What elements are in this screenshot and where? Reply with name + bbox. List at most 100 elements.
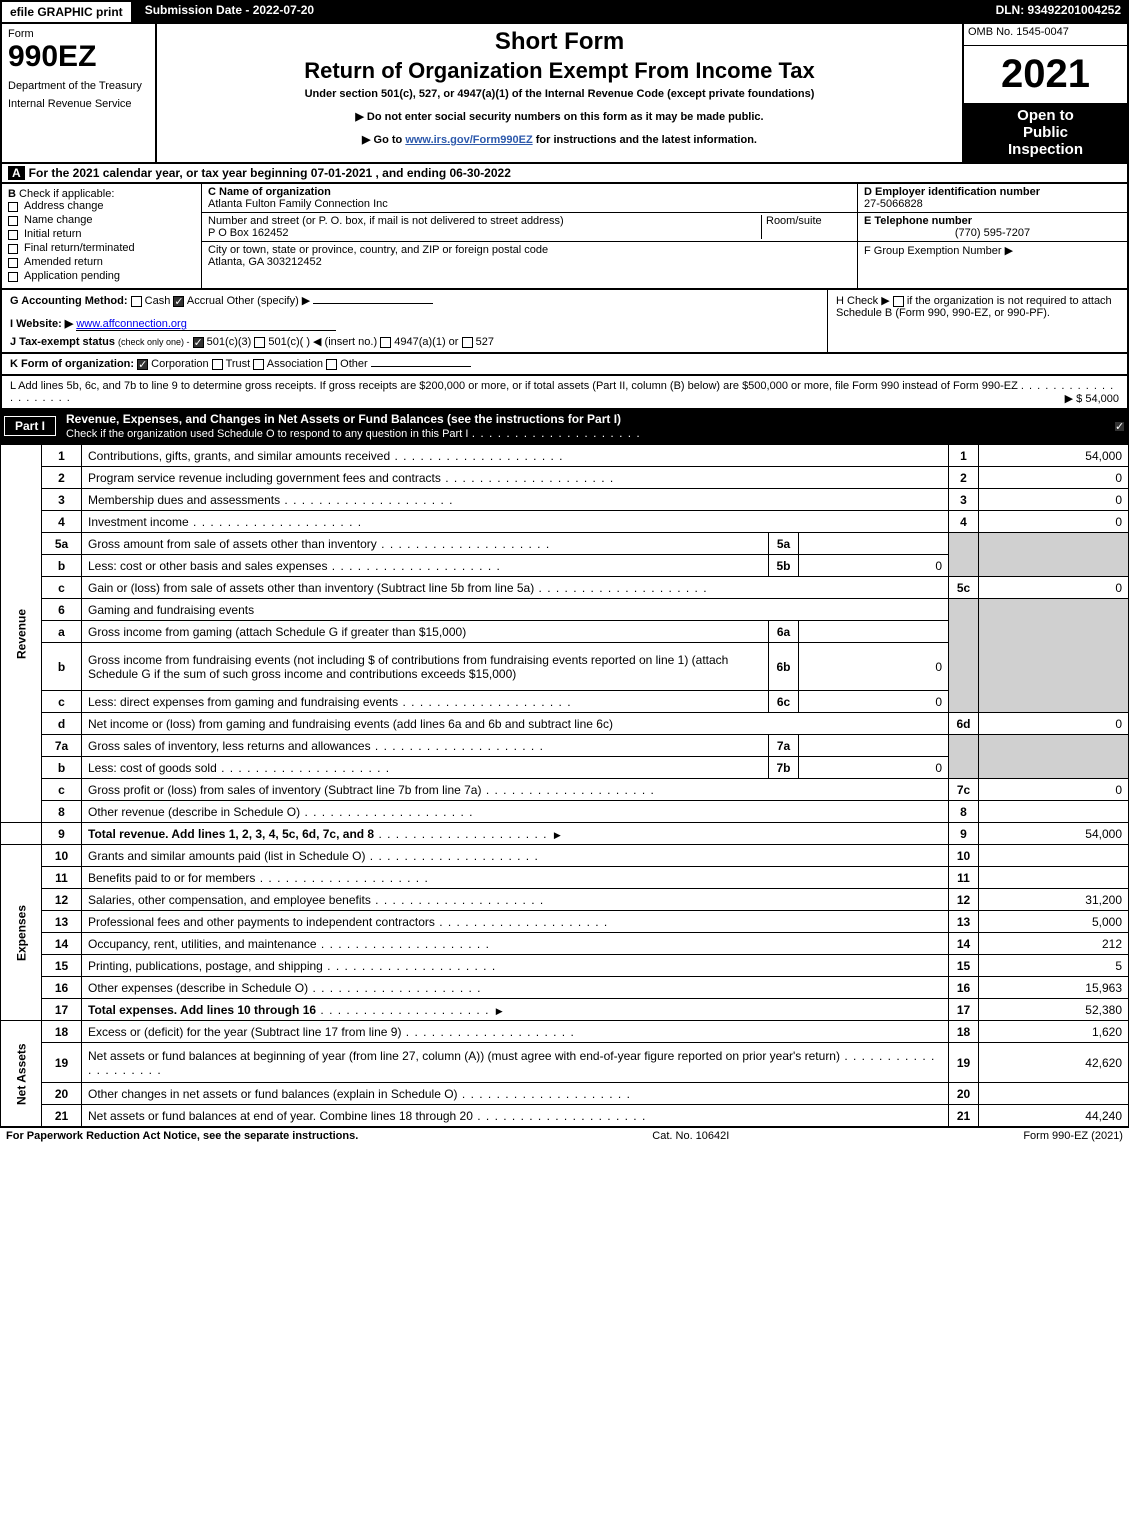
street-label: Number and street (or P. O. box, if mail… [208, 215, 761, 227]
ln-16: 16 [42, 977, 82, 999]
chk-cash[interactable] [131, 296, 142, 307]
opt-application-pending: Application pending [24, 270, 120, 282]
ln-8: 8 [42, 801, 82, 823]
title-return: Return of Organization Exempt From Incom… [165, 58, 954, 84]
submission-date: Submission Date - 2022-07-20 [133, 0, 326, 24]
f-group-label: F Group Exemption Number ▶ [864, 245, 1013, 257]
row-k: K Form of organization: Corporation Trus… [0, 354, 1129, 376]
j-sub: (check only one) - [118, 337, 190, 347]
table-row: 2Program service revenue including gover… [1, 467, 1129, 489]
ln-7c: c [42, 779, 82, 801]
efile-label[interactable]: efile GRAPHIC print [0, 0, 133, 24]
opt-name-change: Name change [24, 214, 93, 226]
num-17: 17 [949, 999, 979, 1021]
chk-address-change[interactable] [8, 202, 18, 212]
num-19: 19 [949, 1043, 979, 1083]
d-2: Program service revenue including govern… [88, 471, 441, 485]
d-6c: Less: direct expenses from gaming and fu… [88, 695, 398, 709]
table-row: 11Benefits paid to or for members11 [1, 867, 1129, 889]
other-org-input[interactable] [371, 366, 471, 367]
table-row: 20Other changes in net assets or fund ba… [1, 1083, 1129, 1105]
num-16: 16 [949, 977, 979, 999]
num-15: 15 [949, 955, 979, 977]
table-row: Net Assets 18Excess or (deficit) for the… [1, 1021, 1129, 1043]
d-12: Salaries, other compensation, and employ… [88, 893, 371, 907]
section-c: C Name of organization Atlanta Fulton Fa… [202, 184, 857, 288]
table-row: 21Net assets or fund balances at end of … [1, 1105, 1129, 1127]
table-row: 13Professional fees and other payments t… [1, 911, 1129, 933]
chk-4947[interactable] [380, 337, 391, 348]
l-value: ▶ $ 54,000 [1065, 392, 1119, 405]
shade-6 [949, 599, 979, 713]
chk-527[interactable] [462, 337, 473, 348]
dept-irs: Internal Revenue Service [8, 98, 149, 110]
chk-other-org[interactable] [326, 359, 337, 370]
chk-trust[interactable] [212, 359, 223, 370]
chk-501c3[interactable] [193, 337, 204, 348]
chk-final-return[interactable] [8, 244, 18, 254]
d-14: Occupancy, rent, utilities, and maintena… [88, 937, 317, 951]
opt-accrual: Accrual [187, 295, 224, 307]
d-9: Total revenue. Add lines 1, 2, 3, 4, 5c,… [88, 827, 374, 841]
num-3: 3 [949, 489, 979, 511]
chk-application-pending[interactable] [8, 272, 18, 282]
website-link[interactable]: www.affconnection.org [76, 318, 186, 330]
d-4: Investment income [88, 515, 189, 529]
amt-17: 52,380 [979, 999, 1129, 1021]
header-center: Short Form Return of Organization Exempt… [157, 24, 962, 162]
irs-link[interactable]: www.irs.gov/Form990EZ [405, 134, 532, 146]
sub-6c: 6c [769, 691, 799, 713]
header-right: OMB No. 1545-0047 2021 Open to Public In… [962, 24, 1127, 162]
chk-schedule-b[interactable] [893, 296, 904, 307]
row-gh: G Accounting Method: Cash Accrual Other … [0, 290, 1129, 354]
table-row: 3Membership dues and assessments30 [1, 489, 1129, 511]
d-19: Net assets or fund balances at beginning… [88, 1049, 840, 1063]
chk-501c[interactable] [254, 337, 265, 348]
chk-corporation[interactable] [137, 359, 148, 370]
d-1: Contributions, gifts, grants, and simila… [88, 449, 390, 463]
form-header: Form 990EZ Department of the Treasury In… [0, 24, 1129, 164]
amt-20 [979, 1083, 1129, 1105]
d-7b: Less: cost of goods sold [88, 761, 217, 775]
num-10: 10 [949, 845, 979, 867]
other-specify-input[interactable] [313, 303, 433, 304]
amt-4: 0 [979, 511, 1129, 533]
part1-table: Revenue 1Contributions, gifts, grants, a… [0, 444, 1129, 1127]
header-subtitle: Under section 501(c), 527, or 4947(a)(1)… [165, 88, 954, 100]
header-left: Form 990EZ Department of the Treasury In… [2, 24, 157, 162]
ln-6d: d [42, 713, 82, 735]
block-bcdef: B Check if applicable: Address change Na… [0, 184, 1129, 290]
opt-trust: Trust [226, 358, 251, 370]
chk-initial-return[interactable] [8, 230, 18, 240]
chk-association[interactable] [253, 359, 264, 370]
num-21: 21 [949, 1105, 979, 1127]
phone-value: (770) 595-7207 [864, 227, 1121, 239]
d-8: Other revenue (describe in Schedule O) [88, 805, 300, 819]
chk-schedule-o[interactable] [1114, 421, 1125, 432]
table-row: 4Investment income40 [1, 511, 1129, 533]
d-3: Membership dues and assessments [88, 493, 280, 507]
num-18: 18 [949, 1021, 979, 1043]
chk-name-change[interactable] [8, 216, 18, 226]
num-20: 20 [949, 1083, 979, 1105]
ln-4: 4 [42, 511, 82, 533]
side-netassets: Net Assets [1, 1021, 42, 1127]
table-row: 19 Net assets or fund balances at beginni… [1, 1043, 1129, 1083]
side-blank [1, 823, 42, 845]
g-label: G Accounting Method: [10, 295, 128, 307]
mid-6c: 0 [799, 691, 949, 713]
d-5a: Gross amount from sale of assets other t… [88, 537, 377, 551]
d-7c: Gross profit or (loss) from sales of inv… [88, 783, 481, 797]
chk-amended-return[interactable] [8, 258, 18, 268]
sub-6b: 6b [769, 643, 799, 691]
opt-initial-return: Initial return [24, 228, 81, 240]
org-name: Atlanta Fulton Family Connection Inc [208, 198, 851, 210]
tax-year: 2021 [964, 46, 1127, 103]
row-l: L Add lines 5b, 6c, and 7b to line 9 to … [0, 376, 1129, 410]
opt-association: Association [267, 358, 323, 370]
ln-6a: a [42, 621, 82, 643]
ln-5c: c [42, 577, 82, 599]
footer-right: Form 990-EZ (2021) [1023, 1130, 1123, 1142]
sub-5a: 5a [769, 533, 799, 555]
chk-accrual[interactable] [173, 296, 184, 307]
